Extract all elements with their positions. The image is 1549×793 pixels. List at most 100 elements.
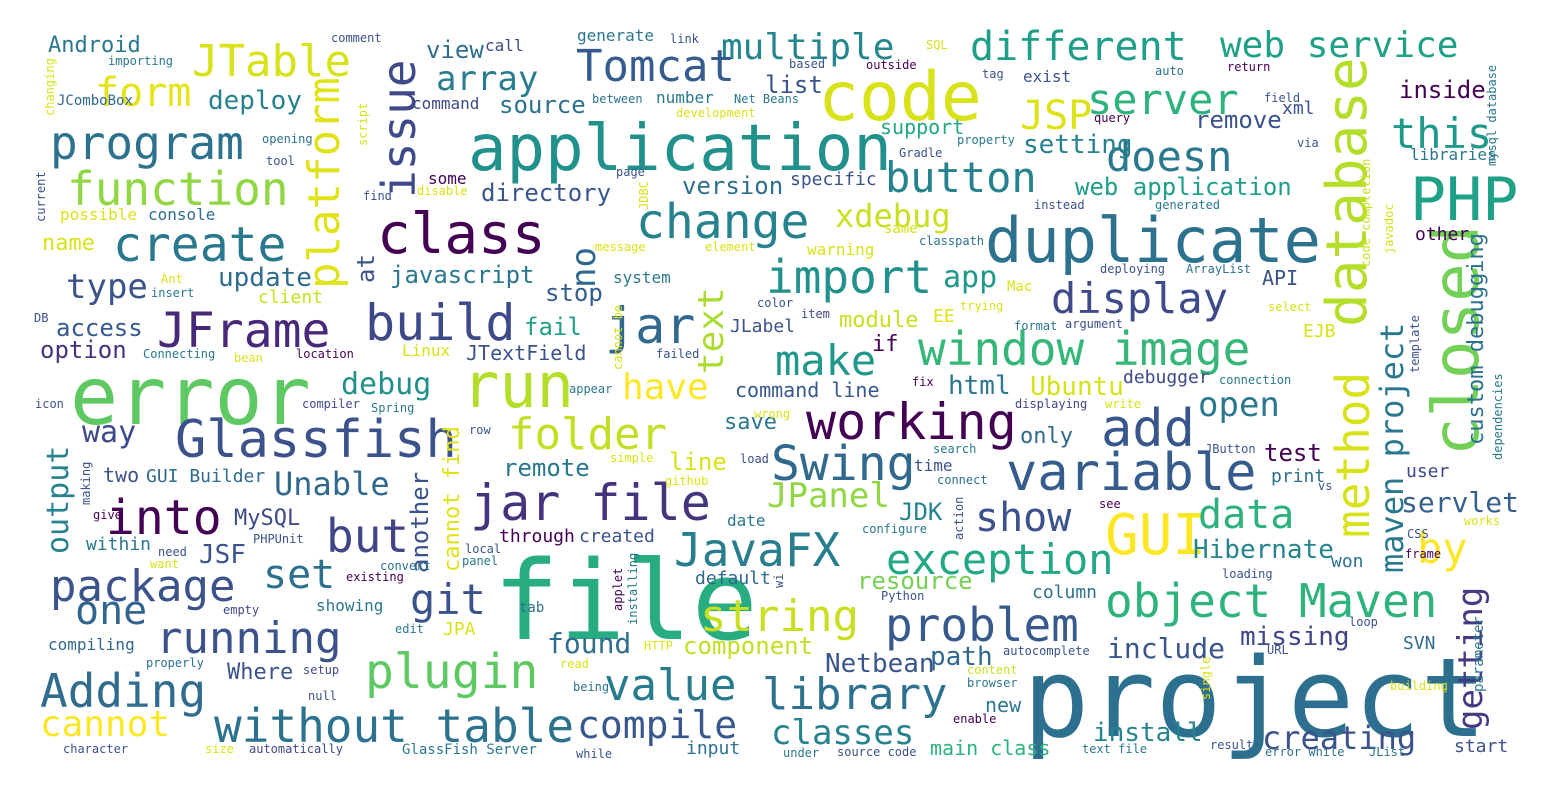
word-gui-builder: GUI Builder <box>146 466 266 487</box>
word-same: same <box>884 221 918 237</box>
word-doesn: doesn <box>1106 132 1233 181</box>
word-return: return <box>1227 60 1271 74</box>
word-auto: auto <box>1155 64 1184 78</box>
word-application: application <box>468 112 892 186</box>
word-result: result <box>1210 738 1254 752</box>
word-spring: Spring <box>371 401 415 415</box>
word-console: console <box>148 205 216 224</box>
word-panel: panel <box>462 554 499 568</box>
word-load: load <box>740 452 769 466</box>
word-field: field <box>1264 91 1301 105</box>
word-building: building <box>1390 679 1448 693</box>
word-action: action <box>952 496 966 540</box>
word-empty: empty <box>223 603 260 617</box>
word-support: support <box>880 115 965 139</box>
word-app: app <box>943 260 998 295</box>
word-classes: classes <box>771 713 915 753</box>
word-type: type <box>66 267 148 307</box>
word-test: test <box>1264 439 1322 467</box>
word-list: list <box>765 71 823 99</box>
word-development: development <box>676 106 756 120</box>
word-stop: stop <box>545 279 603 307</box>
word-source: source <box>499 91 586 119</box>
word-jlabel: JLabel <box>730 316 796 337</box>
word-object-maven: object Maven <box>1105 574 1438 628</box>
word-number: number <box>656 88 714 107</box>
word-mac: Mac <box>1007 279 1033 295</box>
word-system: system <box>613 268 671 287</box>
word-if: if <box>872 332 899 357</box>
word-current: current <box>34 171 48 222</box>
word-start: start <box>1454 736 1509 757</box>
word-connection: connection <box>1219 373 1292 387</box>
word-into: into <box>106 490 222 546</box>
word-changing: changing <box>43 58 57 116</box>
word-xdebug: xdebug <box>835 197 951 235</box>
word-phpunit: PHPUnit <box>253 532 304 546</box>
word-property: property <box>957 133 1015 147</box>
word-local: local <box>465 542 502 556</box>
word-css: CSS <box>1407 527 1429 541</box>
word-show: show <box>975 495 1072 541</box>
word-single: single <box>1199 656 1213 700</box>
word-compile: compile <box>577 703 738 747</box>
word-frame: frame <box>1405 547 1442 561</box>
word-jbutton: JButton <box>1205 442 1256 456</box>
word-jtable: JTable <box>192 36 351 87</box>
word-parameter: parameter <box>1471 616 1487 692</box>
word-gui: GUI <box>1105 503 1207 568</box>
word-deploy: deploy <box>208 86 302 116</box>
word-debug: debug <box>341 367 432 402</box>
word-remote: remote <box>503 454 590 482</box>
word-servlet: servlet <box>1401 486 1520 519</box>
word-date: date <box>727 511 766 530</box>
word-convert: convert <box>380 559 431 573</box>
word-location: location <box>296 347 354 361</box>
word-client: client <box>258 287 324 308</box>
word-compiler: compiler <box>302 397 360 411</box>
word-jpa: JPA <box>443 619 476 640</box>
word-project: project <box>1023 634 1487 762</box>
word-format: format <box>1014 319 1058 333</box>
word-output: output <box>41 445 76 554</box>
word-jtextfield: JTextField <box>466 341 587 365</box>
word-hibernate: Hibernate <box>1193 535 1334 565</box>
word-give: give <box>93 508 122 522</box>
word-via: via <box>1297 136 1319 150</box>
word-message: message <box>595 240 646 254</box>
word-server: server <box>1087 75 1239 124</box>
word-instead: instead <box>1034 198 1085 212</box>
word-by: by <box>1417 524 1468 573</box>
word-install: install <box>1093 718 1203 748</box>
word-problem: problem <box>885 598 1079 652</box>
word-comment: comment <box>331 31 382 45</box>
word-component: component <box>683 632 814 660</box>
word-command: command <box>412 94 480 113</box>
word-this: this <box>1391 109 1493 158</box>
word-row: row <box>469 423 491 437</box>
word-jar: jar <box>605 297 696 355</box>
word-code-completion: code completion <box>1359 158 1373 267</box>
word-possible: possible <box>60 205 138 224</box>
word-warning: warning <box>807 240 875 259</box>
word-find: find <box>363 189 392 203</box>
word-only: only <box>1020 424 1073 449</box>
word-svn: SVN <box>1403 633 1436 654</box>
word-error-while: error while <box>1265 745 1345 759</box>
word-write: write <box>1105 397 1142 411</box>
word-ejb: EJB <box>1303 321 1336 342</box>
word-jlist: JList <box>1369 745 1406 759</box>
word-see: see <box>1099 497 1121 511</box>
word-argument: argument <box>1065 317 1123 331</box>
word-name: name <box>42 231 95 256</box>
word-value: value <box>604 660 737 711</box>
word-time: time <box>914 456 953 475</box>
word-call: call <box>485 36 524 55</box>
word-unable: Unable <box>274 465 390 503</box>
word-importing: importing <box>108 54 174 68</box>
word-string: string <box>700 591 859 642</box>
word-folder: folder <box>508 409 667 460</box>
word-access: access <box>56 314 143 342</box>
word-existing: existing <box>346 570 404 584</box>
word-php: PHP <box>1410 165 1519 235</box>
